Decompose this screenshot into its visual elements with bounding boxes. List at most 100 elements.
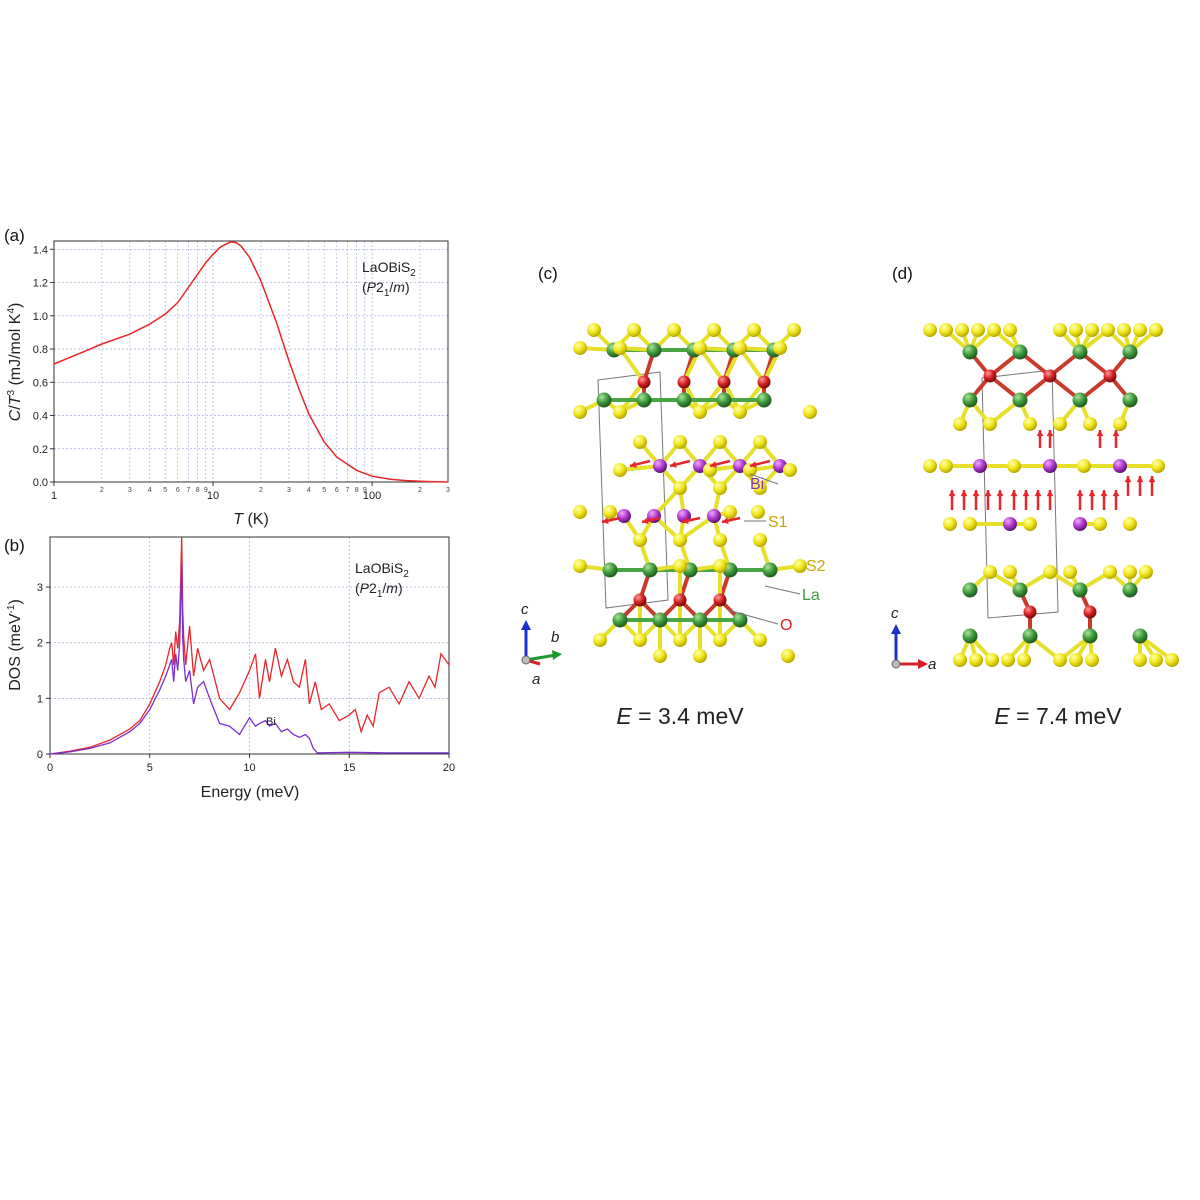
panel-b-legend-compound: LaOBiS2 [355,560,409,580]
panel-d-lanthanum-atom [1072,392,1088,408]
panel-d-sulfur-atom [1101,323,1115,337]
panel-c-bismuth-atom [617,509,631,523]
panel-a-xlabel: T (K) [233,511,269,528]
panel-d-sulfur-atom [1003,565,1017,579]
panel-d-sulfur-atom [1093,517,1107,531]
panel-b-x-tick-label: 10 [243,762,255,774]
panel-b-series [49,536,450,755]
panel-b-y-tick-label: 3 [37,582,43,594]
panel-d-sulfur-atom [1069,653,1083,667]
panel-c-lanthanum-atom [636,392,652,408]
panel-d-sulfur-atom [1085,653,1099,667]
panel-d-label: (d) [892,264,913,283]
panel-c-sulfur-atom [633,435,647,449]
panel-c-a-axis-letter: a [532,671,540,688]
panel-a-x-minor-tick-label: 9 [204,487,208,494]
panel-d-sulfur-atom [1053,653,1067,667]
panel-c-sulfur-atom [653,649,667,663]
panel-d-sulfur-atom [1023,517,1037,531]
panel-d-lanthanum-atom [962,628,978,644]
panel-b-y-tick-label: 2 [37,638,43,650]
panel-b-x-tick-label: 0 [47,762,53,774]
panel-c-sulfur-atom [713,533,727,547]
panel-c-sulfur-atom [603,505,617,519]
panel-c-sulfur-atom [773,341,787,355]
panel-a-x-minor-tick-label: 5 [322,487,326,494]
panel-c-arrow-head [602,517,609,524]
panel-d-lanthanum-atom [1082,628,1098,644]
panel-d-arrow-head [1088,490,1096,497]
panel-c-sulfur-atom [747,323,761,337]
panel-d-sulfur-atom [1023,417,1037,431]
panel-c-sulfur-atom [733,405,747,419]
panel-c-sulfur-atom [673,435,687,449]
panel-c-atoms [573,323,817,663]
panel-d-bismuth-atom [1113,459,1127,473]
panel-c-oxygen-atom [637,375,651,389]
panel-c-lanthanum-atom [612,612,628,628]
panel-c-sulfur-atom [723,505,737,519]
panel-c-lanthanum-atom [716,392,732,408]
panel-d-arrow-head [996,490,1004,497]
panel-d-arrow-head [948,490,956,497]
panel-d-sulfur-atom [1149,653,1163,667]
panel-a-grid [53,241,448,482]
panel-c-sulfur-atom [693,341,707,355]
panel-d-sulfur-atom [1151,459,1165,473]
panel-a-legend-compound: LaOBiS2 [362,259,416,279]
panel-a-y-tick-label: 0.0 [33,477,48,489]
panel-d-arrow-head [1010,490,1018,497]
panel-d-sulfur-atom [1043,565,1057,579]
panel-d-arrow-head [1046,430,1054,437]
panel-c-lanthanum-atom [602,562,618,578]
panel-a-x-minor-tick-label: 7 [186,487,190,494]
panel-d-arrow-head [960,490,968,497]
panel-d-sulfur-atom [1001,653,1015,667]
panel-c-oxygen-atom [713,593,727,607]
panel-b-y-tick-label: 0 [37,749,43,761]
panel-a-x-minor-tick-label: 3 [287,487,291,494]
panel-d-sulfur-atom [1017,653,1031,667]
panel-d-bonds [944,328,1174,662]
panel-c-la-label: La [802,587,820,604]
panel-c-c-axis-letter: c [521,601,529,618]
panel-c-sulfur-atom [713,435,727,449]
panel-c-sulfur-atom [673,633,687,647]
panel-d-axis-triad: c a [891,605,936,673]
panel-c-sulfur-atom [673,533,687,547]
panel-a-y-tick-label: 0.2 [33,444,48,456]
panel-a-x-tick-label: 1 [51,490,57,502]
panel-c-sulfur-atom [573,559,587,573]
panel-d-arrow-head [1100,490,1108,497]
panel-b-x-tick-label: 5 [147,762,153,774]
panel-d-arrow-head [1112,490,1120,497]
panel-d-bismuth-atom [1073,517,1087,531]
panel-d-sulfur-atom [1139,565,1153,579]
panel-c-sulfur-atom [793,559,807,573]
panel-b-x-tick-label: 15 [343,762,355,774]
panel-d-sulfur-atom [1123,517,1137,531]
panel-d-sulfur-atom [943,517,957,531]
panel-d-sulfur-atom [969,653,983,667]
panel-c-sulfur-atom [751,505,765,519]
panel-d-sulfur-atom [1077,459,1091,473]
panel-c-oxygen-atom [757,375,771,389]
panel-c-oxygen-atom [673,593,687,607]
panel-d-lanthanum-atom [1122,582,1138,598]
panel-a-series [53,241,449,483]
panel-c-lanthanum-atom [762,562,778,578]
panel-d-sulfur-atom [987,323,1001,337]
panel-a-frame [53,240,449,483]
panel-a-y-tick-label: 1.0 [33,311,48,323]
panel-d-sulfur-atom [1149,323,1163,337]
panel-d-atoms [923,323,1179,667]
panel-d-sulfur-atom [1103,565,1117,579]
panel-d-arrow-head [1096,430,1104,437]
panel-a-y-tick-label: 1.2 [33,278,48,290]
panel-c-sulfur-atom [667,323,681,337]
panel-c-axis-origin [521,655,531,665]
panel-a-ylabel: C/T3 (mJ/mol K4) [6,303,24,422]
